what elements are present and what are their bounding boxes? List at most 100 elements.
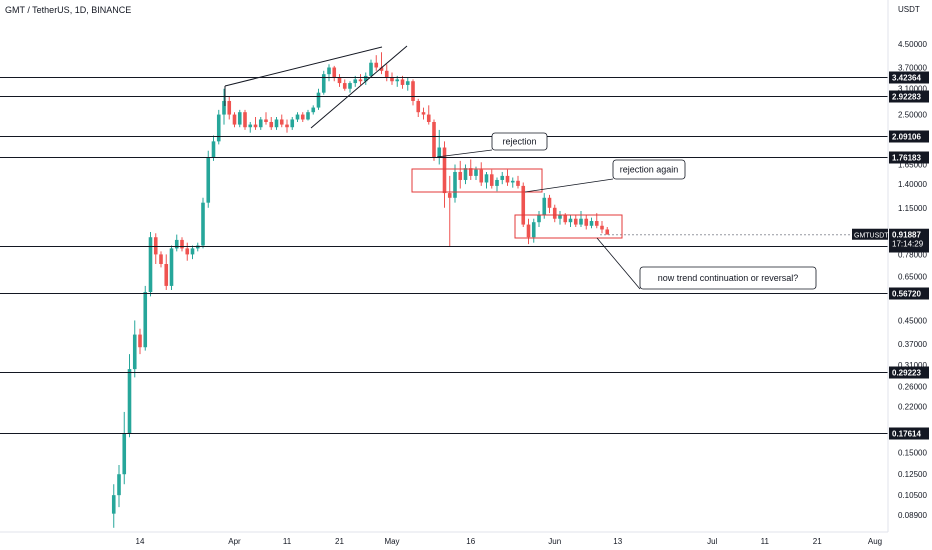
candle-body (237, 112, 242, 125)
candle-body (379, 67, 384, 71)
candle-body (411, 81, 415, 101)
level-price-tag (889, 287, 929, 300)
candle-body (589, 221, 594, 226)
price-tick-label: 0.78000 (898, 250, 927, 259)
level-price-label: 3.42364 (892, 74, 921, 83)
price-tick-label: 0.10500 (898, 491, 927, 500)
candle-body (274, 119, 279, 128)
price-tick-label: 1.40000 (898, 180, 927, 189)
candle-body (222, 100, 226, 115)
level-price-tag (889, 366, 929, 379)
price-tick-label: 0.45000 (898, 316, 927, 325)
candle-body (363, 75, 368, 82)
candle-body (479, 169, 484, 183)
current-price-label: 0.91887 (892, 231, 921, 240)
callout-rejection-box (491, 132, 548, 151)
price-tick-label: 0.65000 (898, 272, 927, 281)
candle-body (437, 147, 442, 158)
candle-body (253, 124, 258, 128)
callout-trend-question-pointer (596, 237, 641, 290)
callout-trend-question-text: now trend continuation or reversal? (658, 273, 799, 283)
price-tick-label: 1.65000 (898, 160, 927, 169)
time-tick-label: 21 (813, 537, 822, 546)
candle-body (279, 119, 284, 125)
consolidation-zone-box (514, 214, 623, 239)
time-tick-label: 16 (466, 537, 475, 546)
candle-body (537, 215, 541, 223)
price-tick-label: 0.12500 (898, 470, 927, 479)
candle-body (153, 237, 158, 255)
bar-countdown-label: 17:14:29 (892, 240, 924, 249)
candle-body (227, 100, 232, 115)
candle-body (190, 248, 195, 255)
time-tick-label: Jun (548, 537, 561, 546)
candle-body (122, 433, 127, 475)
price-tick-label: 0.22000 (898, 402, 927, 411)
callout-trend-question-box (639, 266, 817, 290)
candle-body (521, 185, 526, 225)
price-tick-label: 0.31000 (898, 361, 927, 370)
candle-body (405, 81, 410, 85)
candle-body (269, 121, 274, 128)
time-tick-label: May (384, 537, 399, 546)
candle-body (447, 193, 452, 198)
current-price-tag (889, 228, 929, 250)
wedge-lower-trendline (310, 45, 408, 129)
candle-body (348, 83, 352, 89)
candle-body (138, 334, 142, 348)
level-price-tag (889, 71, 929, 84)
candle-body (584, 218, 589, 226)
symbol-tag (852, 228, 888, 240)
candle-body (579, 218, 583, 225)
candle-body (358, 79, 363, 82)
time-axis[interactable]: 14 Apr 11 21 May 16 Jun 13 Jul 11 21 Aug (0, 531, 888, 546)
level-price-label: 0.17614 (892, 430, 921, 439)
candle-body (216, 114, 221, 142)
candle-body (148, 237, 153, 293)
candle-body (327, 67, 331, 75)
candle-body (174, 239, 179, 249)
candle-body (421, 112, 426, 115)
price-tick-label: 2.50000 (898, 111, 927, 120)
candle-body (526, 224, 531, 238)
candle-body (547, 197, 552, 208)
price-tick-label: 3.10000 (898, 85, 927, 94)
time-tick-label: Aug (868, 537, 882, 546)
candle-body (531, 222, 536, 238)
candle-body (516, 180, 520, 186)
chart-title: GMT / TetherUS, 1D, BINANCE (5, 5, 132, 15)
candle-body (432, 121, 436, 158)
candle-body (500, 175, 505, 180)
wedge-upper-trendline (224, 46, 383, 87)
price-axis[interactable]: USDT4.500003.700003.100002.500002.050001… (852, 0, 929, 532)
candle-body (416, 100, 421, 113)
candle-body (117, 474, 121, 496)
level-price-label: 2.09106 (892, 133, 921, 142)
candle-body (316, 92, 321, 108)
time-tick-label: 13 (613, 537, 622, 546)
candle-body (290, 119, 295, 128)
axis-unit-label: USDT (898, 5, 920, 14)
candle-body (111, 495, 116, 514)
candle-body (495, 179, 499, 186)
candle-body (164, 264, 169, 286)
candle-body (311, 107, 316, 113)
candle-body (321, 74, 326, 93)
candle-body (132, 334, 137, 370)
time-tick-label: 11 (761, 537, 770, 546)
candle-body (258, 119, 263, 128)
price-tick-label: 1.15000 (898, 204, 927, 213)
candle-body (605, 229, 610, 235)
candle-body (453, 171, 457, 198)
candle-body (426, 114, 431, 122)
candle-body (180, 239, 184, 249)
price-tick-label: 0.26000 (898, 382, 927, 391)
level-price-label: 0.56720 (892, 290, 921, 299)
candle-body (563, 215, 568, 223)
candle-body (594, 221, 599, 226)
price-tick-label: 3.70000 (898, 64, 927, 73)
candle-body (463, 168, 468, 180)
price-tick-label: 4.50000 (898, 40, 927, 49)
candle-body (185, 248, 190, 255)
